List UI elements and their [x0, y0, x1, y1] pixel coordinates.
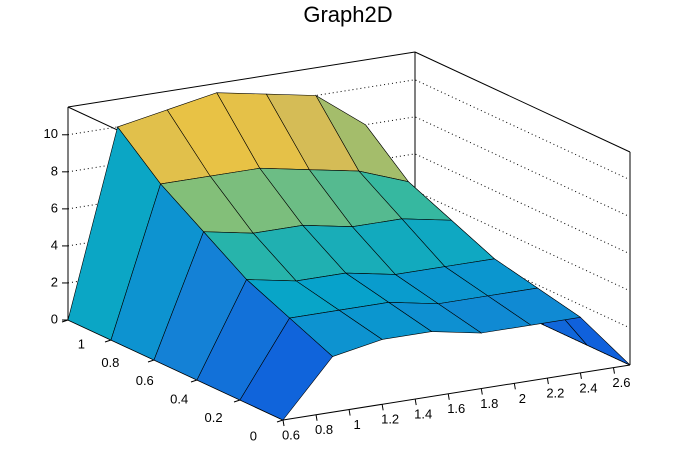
chart-title: Graph2D [303, 2, 392, 27]
x-tick-label: 1.4 [414, 406, 432, 421]
x-tick [480, 388, 483, 395]
y-tick [190, 379, 198, 383]
y-tick [104, 339, 112, 343]
z-tick-label: 0 [51, 311, 58, 326]
y-tick [276, 419, 284, 423]
x-tick [381, 404, 384, 411]
x-tick-label: 1.2 [381, 412, 399, 427]
y-tick [61, 319, 69, 323]
axis-box [67, 51, 416, 108]
x-tick-label: 0.8 [315, 422, 333, 437]
x-tick-label: 2 [519, 391, 526, 406]
y-tick [233, 399, 241, 403]
x-tick [315, 414, 318, 421]
z-tick-label: 10 [44, 126, 58, 141]
x-tick [447, 393, 450, 400]
z-tick-label: 2 [51, 274, 58, 289]
x-tick [612, 367, 615, 374]
x-tick-label: 0.6 [282, 427, 300, 442]
x-tick [579, 372, 582, 379]
y-tick-label: 0.4 [170, 392, 188, 407]
y-tick-label: 0.8 [101, 355, 119, 370]
y-tick-label: 1 [78, 336, 85, 351]
x-tick-label: 1.8 [480, 396, 498, 411]
x-tick-label: 2.4 [579, 380, 597, 395]
z-tick-label: 8 [51, 163, 58, 178]
x-tick-label: 2.6 [612, 375, 630, 390]
y-tick-label: 0 [250, 428, 257, 443]
x-tick [546, 378, 549, 385]
x-tick [348, 409, 351, 416]
x-tick [414, 398, 417, 406]
y-tick-label: 0.6 [136, 373, 154, 388]
z-tick-label: 4 [51, 237, 58, 252]
x-tick-label: 2.2 [546, 386, 564, 401]
surface-cell [239, 317, 333, 421]
x-tick [282, 419, 285, 427]
y-tick [147, 359, 155, 363]
z-tick-label: 6 [51, 200, 58, 215]
axis-box [282, 364, 631, 421]
x-tick-label: 1.6 [447, 401, 465, 416]
x-tick-label: 1 [353, 417, 360, 432]
axis-box [414, 51, 631, 153]
x-tick [513, 383, 516, 390]
y-tick-label: 0.2 [205, 410, 223, 425]
